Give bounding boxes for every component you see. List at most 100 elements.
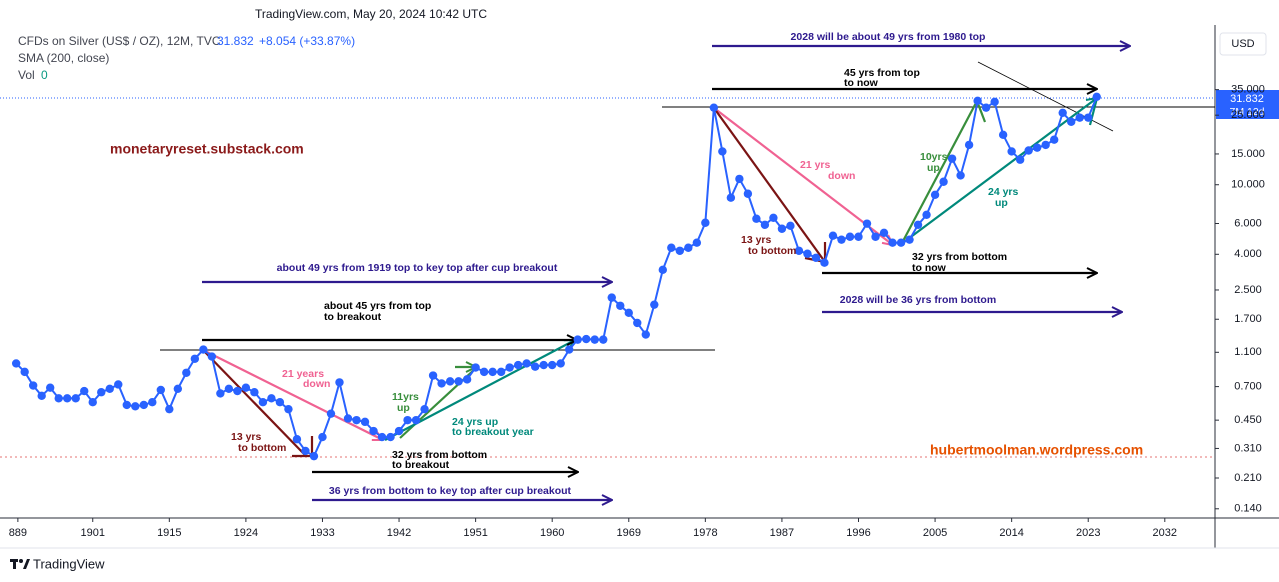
y-tick-label: 15.000 <box>1231 148 1265 160</box>
price-point <box>607 293 616 302</box>
price-point <box>352 415 361 425</box>
price-point <box>454 377 463 386</box>
price-point <box>250 388 259 397</box>
price-point <box>488 367 497 377</box>
price-point <box>820 258 829 267</box>
price-point <box>301 446 310 456</box>
price-point <box>1067 117 1076 127</box>
x-tick-label: 2023 <box>1076 527 1100 539</box>
price-point <box>394 426 404 436</box>
annotation: 32 yrs from bottom <box>912 251 1007 263</box>
currency[interactable]: USD <box>1231 38 1254 50</box>
annotation: 2028 will be 36 yrs from bottom <box>840 294 996 306</box>
price-point <box>216 389 225 398</box>
currency-button[interactable] <box>1219 32 1267 56</box>
price-point <box>224 384 234 394</box>
price-point <box>981 103 991 112</box>
price-tag-value: 31.832 <box>1230 93 1264 105</box>
price-point <box>667 243 676 252</box>
annotation: 21 years <box>282 368 324 380</box>
annotation: 36 yrs from bottom to key top after cup … <box>329 485 572 497</box>
price-point <box>828 231 838 240</box>
volume-value: 0 <box>41 68 48 82</box>
price-point <box>684 243 693 252</box>
price-point <box>1024 146 1033 155</box>
price-point <box>854 232 863 241</box>
red-trend <box>713 107 826 263</box>
price-point <box>1007 147 1016 156</box>
pink-trend <box>202 349 383 440</box>
price-point <box>930 190 940 199</box>
y-tick-label: 10.000 <box>1231 179 1265 191</box>
x-tick-label: 2032 <box>1153 527 1177 539</box>
symbol: CFDs on Silver (US$ / OZ), 12M, TVC <box>18 34 221 48</box>
price-point <box>505 363 514 372</box>
price-point <box>939 177 948 186</box>
annotation: to bottom <box>238 442 286 454</box>
price-point <box>258 398 268 407</box>
annotation: 13 yrs <box>741 234 772 246</box>
price-point <box>88 398 97 407</box>
price-point <box>199 345 208 354</box>
y-tick-label: 0.450 <box>1234 414 1262 426</box>
price-point <box>148 398 157 407</box>
price-point <box>156 385 166 395</box>
price-point <box>37 391 46 401</box>
price-point <box>522 359 531 368</box>
y-tick-label: 1.100 <box>1234 346 1262 358</box>
price-point <box>479 367 489 377</box>
price-point <box>1058 108 1067 117</box>
x-tick-label: 1969 <box>617 527 641 539</box>
price-point <box>63 394 72 403</box>
y-tick-label: 1.700 <box>1234 313 1262 325</box>
price-point <box>386 432 395 442</box>
price-point <box>658 265 668 275</box>
price-point <box>709 103 719 112</box>
annotation: to bottom <box>748 245 796 257</box>
x-tick-label: 1978 <box>693 527 717 539</box>
price-point <box>105 384 114 394</box>
price-point <box>990 97 999 107</box>
price-point <box>905 235 914 244</box>
price-point <box>114 380 123 389</box>
price-point <box>207 352 217 361</box>
price-point <box>913 220 923 229</box>
y-tick-label: 0.700 <box>1234 381 1262 393</box>
price-point <box>1041 140 1050 150</box>
price-point <box>624 308 633 318</box>
price-point <box>1032 143 1042 152</box>
price-point <box>641 330 650 339</box>
last-value: 31.832 <box>217 34 254 48</box>
price-point <box>80 386 89 396</box>
annotation: to breakout <box>324 311 382 323</box>
price-point <box>182 368 191 377</box>
price-point <box>599 335 608 344</box>
price-point <box>360 417 370 427</box>
price-point <box>845 232 855 241</box>
price-point <box>718 147 727 156</box>
annotation: 11yrs <box>392 391 419 403</box>
price-point <box>896 238 906 247</box>
watermark: monetaryreset.substack.com <box>110 141 304 157</box>
price-point <box>369 426 378 436</box>
price-point <box>496 367 506 377</box>
x-tick-label: 1901 <box>80 527 104 539</box>
price-point <box>701 218 710 227</box>
price-point <box>956 171 965 180</box>
price-point <box>377 432 387 442</box>
price-point <box>998 130 1008 140</box>
price-point <box>735 174 744 184</box>
x-tick-label: 2014 <box>999 527 1023 539</box>
brand-logo <box>10 559 30 569</box>
price-point <box>190 354 200 363</box>
price-point <box>794 246 804 255</box>
price-point <box>530 362 540 371</box>
price-point <box>726 193 736 202</box>
price-point <box>556 359 565 368</box>
y-tick-label: 35.000 <box>1231 84 1265 96</box>
y-tick-label: 4.000 <box>1234 248 1262 260</box>
price-point <box>45 383 55 392</box>
annotation: up <box>995 197 1008 209</box>
price-point <box>675 246 685 255</box>
